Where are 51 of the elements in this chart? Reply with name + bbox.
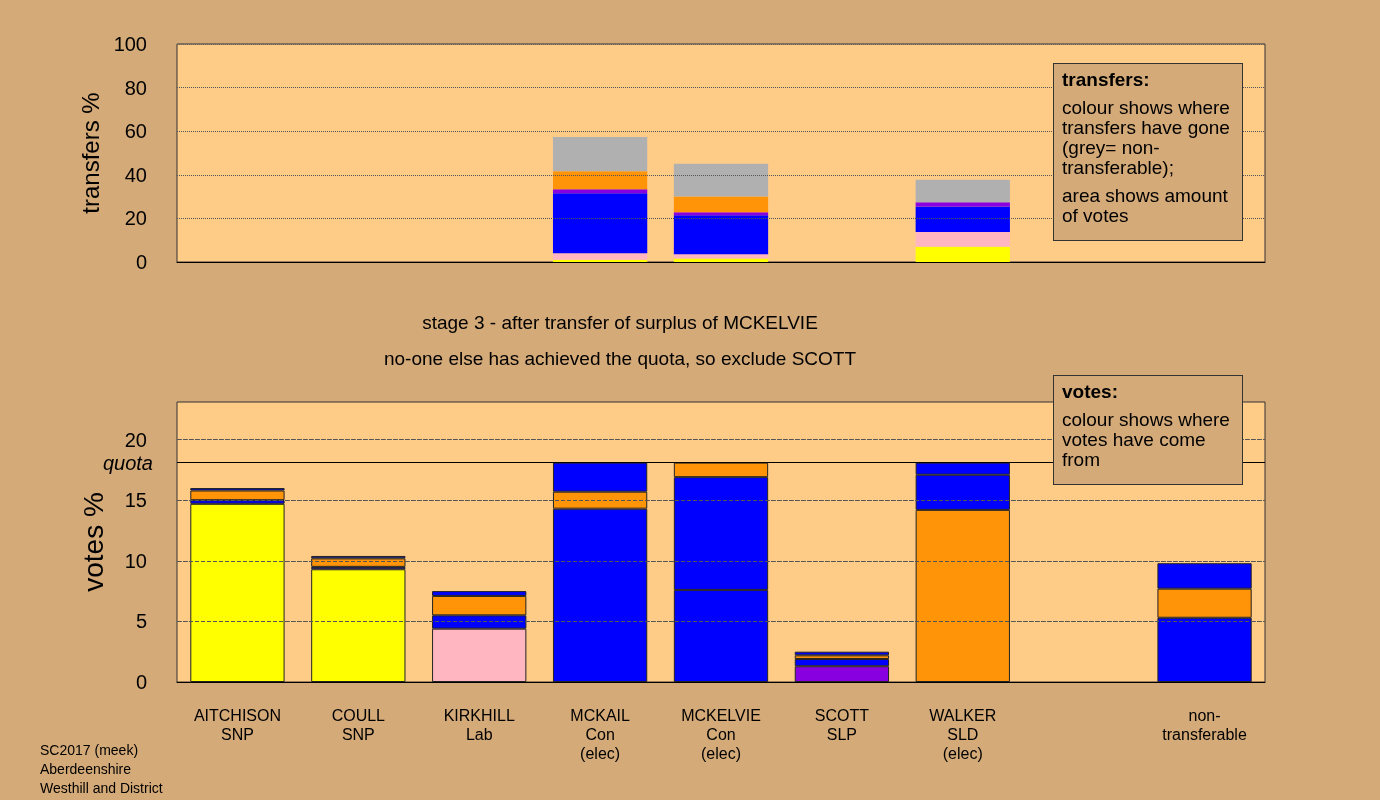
y-tick-label: 15: [124, 489, 147, 512]
bar: [915, 231, 1010, 247]
text: Westhill and District: [40, 780, 163, 796]
y-tick-label: 0: [135, 251, 147, 273]
y-axis-title: transfers %: [77, 92, 105, 214]
annotation: colour shows where transfers have gone (grey= non-transferable);: [1062, 97, 1231, 178]
bar: [552, 259, 648, 262]
bar: [915, 202, 1010, 207]
bar: [552, 193, 648, 254]
x-tick-label: WALKER SLD (elec): [929, 707, 997, 762]
annotation: transfers:: [1062, 69, 1151, 90]
y-tick-label: 20: [124, 207, 147, 230]
bar: [915, 179, 1010, 203]
chart-title: stage 3 - after transfer of surplus of MCKELVIE: [422, 312, 818, 333]
y-tick-label: 100: [113, 33, 147, 55]
y-axis-title: votes %: [77, 492, 109, 592]
ref-line-label: quota: [102, 451, 153, 474]
bar: [190, 490, 285, 501]
text: SC2017 (meek): [40, 742, 139, 758]
bar: [673, 163, 769, 197]
x-tick-label: SCOTT SLP: [814, 707, 870, 743]
y-tick-label: 40: [124, 163, 147, 186]
bar: [552, 137, 648, 172]
x-tick-label: COULL SNP: [331, 707, 386, 743]
text: Aberdeenshire: [40, 761, 132, 777]
annotation: area shows amount of votes: [1062, 185, 1229, 226]
y-tick-label: 5: [135, 610, 147, 633]
bar: [552, 171, 648, 190]
bar: [673, 196, 769, 213]
bar: [915, 246, 1010, 262]
bar: [311, 569, 406, 682]
x-tick-label: MCKAIL Con (elec): [570, 707, 630, 762]
bar: [673, 212, 769, 216]
y-tick-label: 0: [135, 671, 147, 693]
bar: [673, 215, 769, 255]
x-tick-label: AITCHISON SNP: [193, 707, 282, 743]
x-tick-label: MCKELVIE Con (elec): [681, 707, 761, 762]
chart-subtitle: no-one else has achieved the quota, so exclude SCOTT: [383, 348, 857, 369]
bar: [915, 206, 1010, 232]
y-tick-label: 20: [124, 428, 147, 451]
x-tick-label: KIRKHILL Lab: [443, 707, 515, 743]
bar: [190, 503, 285, 682]
y-tick-label: 60: [124, 120, 147, 143]
bar: [552, 189, 648, 194]
bar: [552, 253, 648, 260]
y-tick-label: 10: [124, 549, 147, 572]
y-tick-label: 80: [124, 76, 147, 99]
bar: [673, 254, 769, 259]
annotation: colour shows where votes have come from: [1062, 409, 1231, 470]
text: votes:: [1062, 381, 1119, 402]
x-tick-label: non- transferable: [1162, 707, 1247, 743]
